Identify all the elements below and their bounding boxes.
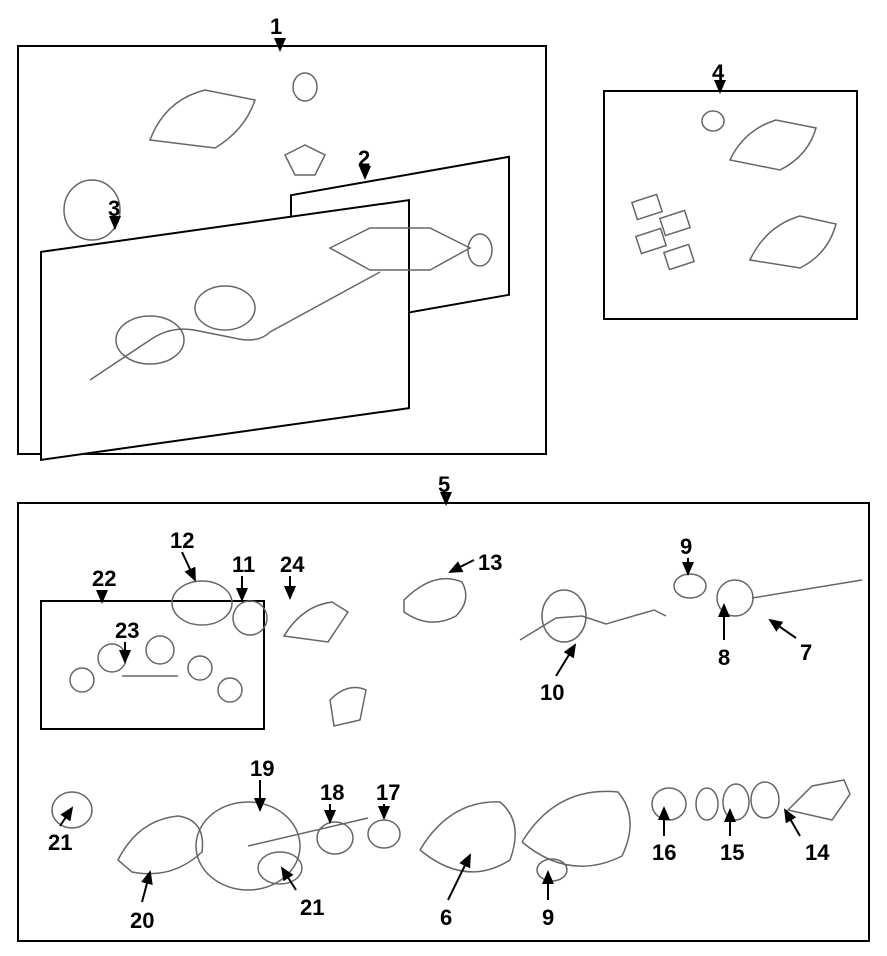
callout-18[interactable]: 18 xyxy=(320,780,344,806)
callout-5[interactable]: 5 xyxy=(438,472,450,498)
callout-22[interactable]: 22 xyxy=(92,566,116,592)
callout-20[interactable]: 20 xyxy=(130,908,154,934)
callout-19[interactable]: 19 xyxy=(250,756,274,782)
callout-10[interactable]: 10 xyxy=(540,680,564,706)
callout-21b[interactable]: 21 xyxy=(300,895,324,921)
callout-9b[interactable]: 9 xyxy=(542,905,554,931)
callout-14[interactable]: 14 xyxy=(805,840,829,866)
callout-11[interactable]: 11 xyxy=(232,552,255,578)
callout-23[interactable]: 23 xyxy=(115,618,139,644)
callout-6[interactable]: 6 xyxy=(440,905,452,931)
callout-2[interactable]: 2 xyxy=(358,146,370,172)
callout-8[interactable]: 8 xyxy=(718,645,730,671)
callout-9[interactable]: 9 xyxy=(680,534,692,560)
callout-16[interactable]: 16 xyxy=(652,840,676,866)
callout-3[interactable]: 3 xyxy=(108,196,120,222)
callout-12[interactable]: 12 xyxy=(170,528,194,554)
callout-7[interactable]: 7 xyxy=(800,640,812,666)
callout-21[interactable]: 21 xyxy=(48,830,72,856)
diagram-stage: 1 2 3 4 5 6 7 8 9 9 10 11 12 13 14 15 16… xyxy=(0,0,887,956)
group-box-4 xyxy=(603,90,858,320)
callout-4[interactable]: 4 xyxy=(712,60,724,86)
callout-15[interactable]: 15 xyxy=(720,840,744,866)
callout-1[interactable]: 1 xyxy=(270,14,282,40)
callout-24[interactable]: 24 xyxy=(280,552,304,578)
callout-13[interactable]: 13 xyxy=(478,550,502,576)
sub-box-22 xyxy=(40,600,265,730)
callout-17[interactable]: 17 xyxy=(376,780,400,806)
